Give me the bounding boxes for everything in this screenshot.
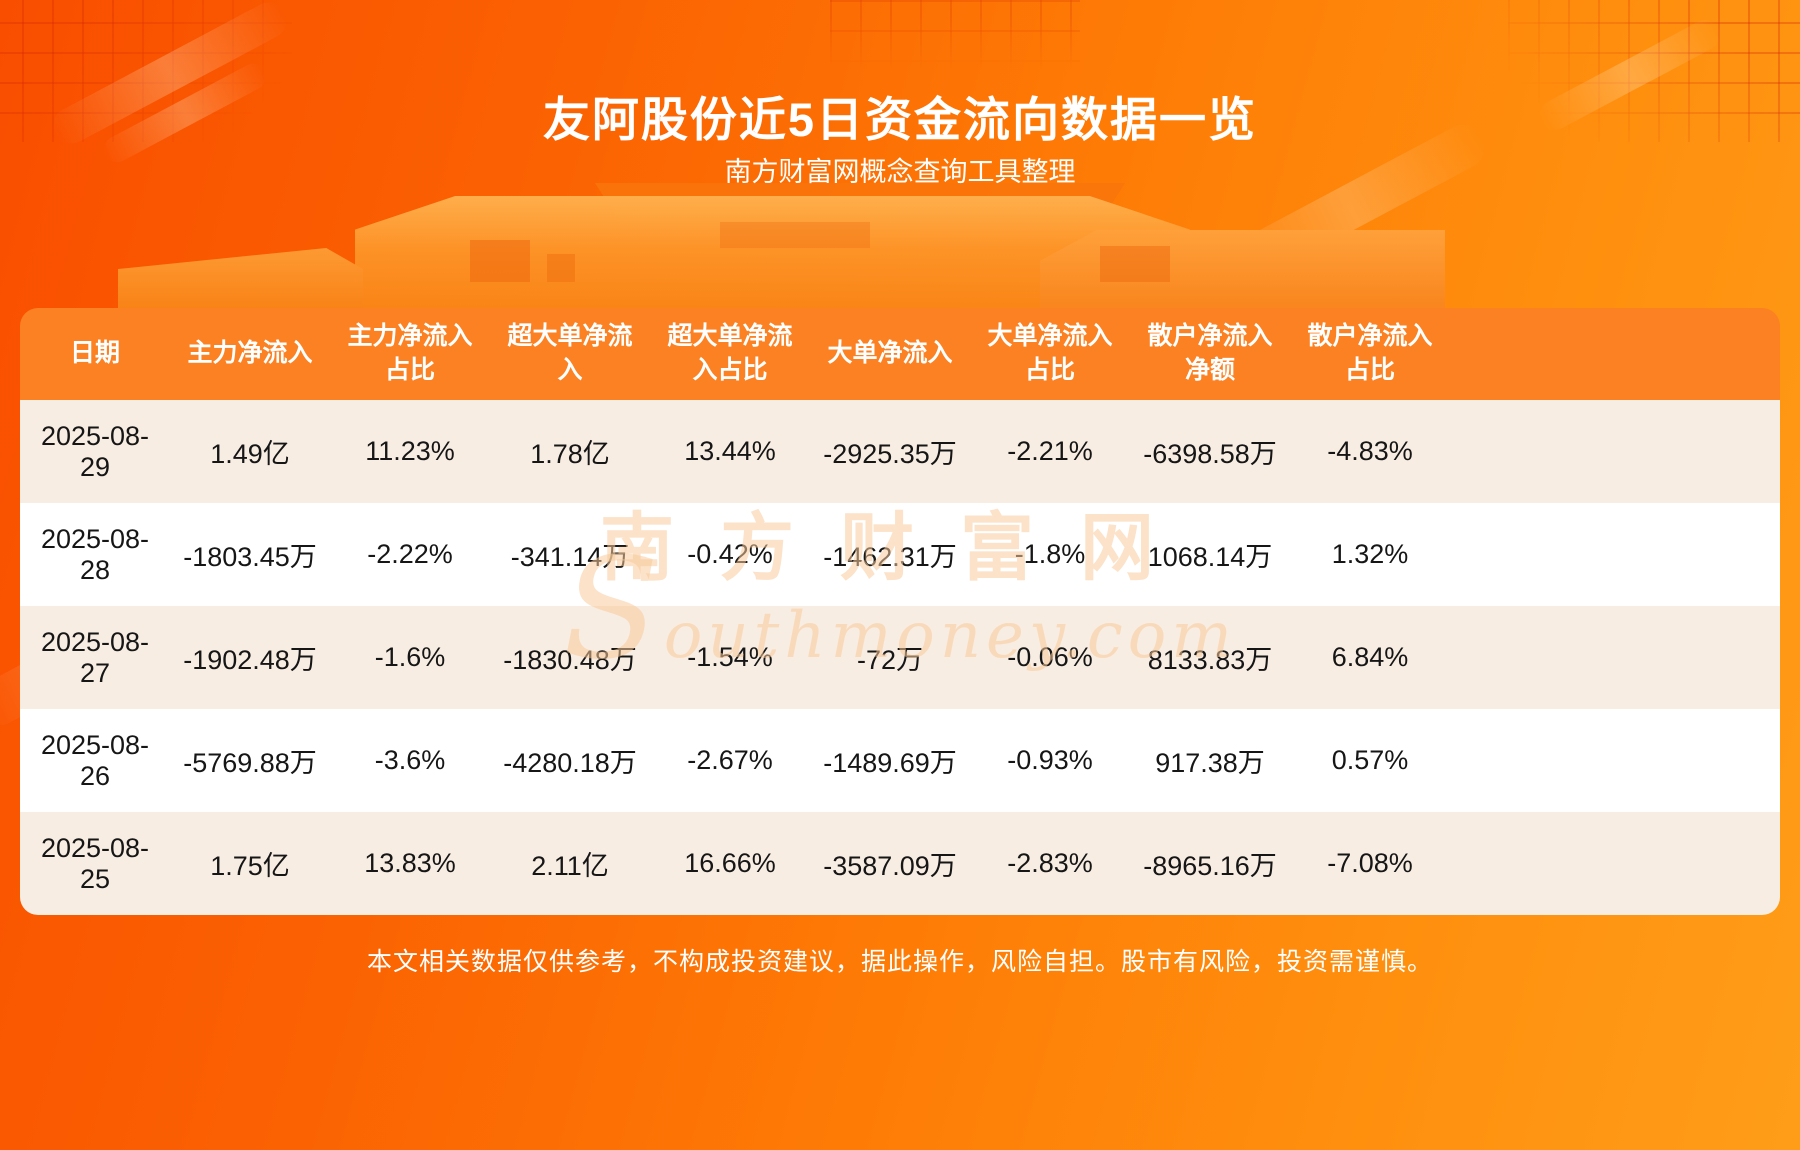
value-cell: 917.38万 bbox=[1155, 748, 1265, 778]
value-cell: -0.93% bbox=[1007, 745, 1093, 775]
value-cell: -4280.18万 bbox=[503, 748, 637, 778]
filler-cell bbox=[1450, 606, 1780, 709]
value-cell: -1.8% bbox=[1014, 539, 1086, 569]
value-cell: -2.22% bbox=[367, 539, 453, 569]
column-header-7: 散户净流入净额 bbox=[1147, 322, 1273, 384]
date-cell: 2025-08-27 bbox=[40, 626, 150, 688]
value-cell: 13.44% bbox=[684, 436, 776, 466]
value-cell: -2925.35万 bbox=[823, 439, 957, 469]
podium-accent-block bbox=[1100, 246, 1170, 282]
podium-back-decoration bbox=[595, 183, 1125, 225]
value-cell: -4.83% bbox=[1327, 436, 1413, 466]
date-cell: 2025-08-25 bbox=[40, 832, 150, 894]
value-cell: -1803.45万 bbox=[183, 542, 317, 572]
value-cell: -1902.48万 bbox=[183, 645, 317, 675]
value-cell: -341.14万 bbox=[510, 542, 630, 572]
value-cell: 1068.14万 bbox=[1147, 542, 1273, 572]
fund-flow-table: 日期 主力净流入 主力净流入占比 超大单净流入 超大单净流入占比 大单净流入 大单净流入占比… bbox=[20, 308, 1780, 915]
table-row: 2025-08-28 -1803.45万 -2.22% -341.14万 -0.42% -… bbox=[20, 503, 1780, 606]
column-header-3: 超大单净流入 bbox=[507, 322, 633, 384]
column-header-6: 大单净流入占比 bbox=[987, 322, 1113, 384]
value-cell: -1830.48万 bbox=[503, 645, 637, 675]
column-header-5: 大单净流入 bbox=[827, 339, 953, 368]
column-header-1: 主力净流入 bbox=[187, 339, 313, 368]
podium-accent-block bbox=[720, 222, 870, 248]
value-cell: 1.32% bbox=[1331, 539, 1409, 569]
podium-center-decoration bbox=[355, 196, 1190, 316]
value-cell: 2.11亿 bbox=[531, 851, 609, 881]
value-cell: -8965.16万 bbox=[1143, 851, 1277, 881]
value-cell: -0.06% bbox=[1007, 642, 1093, 672]
table-body: 2025-08-29 1.49亿 11.23% 1.78亿 13.44% -2925.35… bbox=[20, 400, 1780, 915]
value-cell: -7.08% bbox=[1327, 848, 1413, 878]
filler-cell bbox=[1450, 812, 1780, 915]
column-header-2: 主力净流入占比 bbox=[347, 322, 473, 384]
podium-accent-block bbox=[470, 240, 530, 282]
date-cell: 2025-08-29 bbox=[40, 420, 150, 482]
table-row: 2025-08-25 1.75亿 13.83% 2.11亿 16.66% -3587.09… bbox=[20, 812, 1780, 915]
value-cell: -2.21% bbox=[1007, 436, 1093, 466]
value-cell: 11.23% bbox=[365, 436, 455, 466]
table-row: 2025-08-29 1.49亿 11.23% 1.78亿 13.44% -2925.35… bbox=[20, 400, 1780, 503]
value-cell: 16.66% bbox=[684, 848, 776, 878]
value-cell: -0.42% bbox=[687, 539, 773, 569]
value-cell: 8133.83万 bbox=[1147, 645, 1273, 675]
value-cell: 1.75亿 bbox=[210, 851, 290, 881]
value-cell: -1.54% bbox=[687, 642, 773, 672]
value-cell: -6398.58万 bbox=[1143, 439, 1277, 469]
podium-right-decoration bbox=[1040, 230, 1445, 318]
filler-cell bbox=[1450, 709, 1780, 812]
value-cell: -3.6% bbox=[374, 745, 446, 775]
value-cell: -1489.69万 bbox=[823, 748, 957, 778]
grid-pattern-top-middle bbox=[830, 0, 1080, 72]
value-cell: -3587.09万 bbox=[823, 851, 957, 881]
value-cell: -72万 bbox=[856, 645, 924, 675]
table-row: 2025-08-27 -1902.48万 -1.6% -1830.48万 -1.54% -… bbox=[20, 606, 1780, 709]
value-cell: -5769.88万 bbox=[183, 748, 317, 778]
filler-cell bbox=[1450, 503, 1780, 606]
filler-cell bbox=[1450, 400, 1780, 503]
value-cell: 1.78亿 bbox=[530, 439, 610, 469]
value-cell: -2.67% bbox=[687, 745, 773, 775]
table-header-row: 日期 主力净流入 主力净流入占比 超大单净流入 超大单净流入占比 大单净流入 大单净流入占比… bbox=[20, 308, 1780, 400]
value-cell: -1462.31万 bbox=[823, 542, 957, 572]
date-cell: 2025-08-26 bbox=[40, 729, 150, 791]
column-header-4: 超大单净流入占比 bbox=[667, 322, 793, 384]
podium-accent-block bbox=[547, 254, 575, 282]
value-cell: 6.84% bbox=[1331, 642, 1409, 672]
column-header-8: 散户净流入占比 bbox=[1307, 322, 1433, 384]
page-subtitle: 南方财富网概念查询工具整理 bbox=[724, 157, 1076, 187]
table-row: 2025-08-26 -5769.88万 -3.6% -4280.18万 -2.67% -… bbox=[20, 709, 1780, 812]
value-cell: -2.83% bbox=[1007, 848, 1093, 878]
page-title: 友阿股份近5日资金流向数据一览 bbox=[542, 93, 1258, 147]
value-cell: 0.57% bbox=[1331, 745, 1409, 775]
value-cell: -1.6% bbox=[374, 642, 446, 672]
value-cell: 13.83% bbox=[364, 848, 456, 878]
column-header-0: 日期 bbox=[69, 339, 120, 368]
value-cell: 1.49亿 bbox=[210, 439, 290, 469]
date-cell: 2025-08-28 bbox=[40, 523, 150, 585]
disclaimer-text: 本文相关数据仅供参考，不构成投资建议，据此操作，风险自担。股市有风险，投资需谨慎… bbox=[366, 948, 1433, 976]
fund-flow-table-container: 南方财富网 Southmoney.com 日期 主力净流入 主力净流入占比 超大单净流… bbox=[20, 308, 1780, 915]
column-header-filler bbox=[1450, 308, 1780, 400]
